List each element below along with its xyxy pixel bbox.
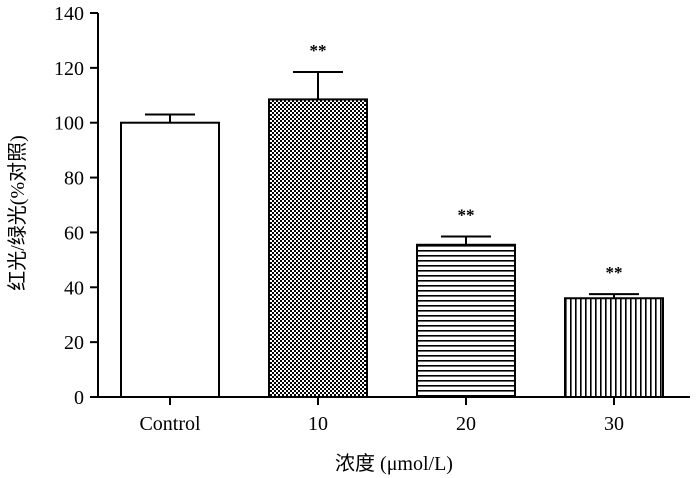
x-tick-label: Control <box>139 413 201 435</box>
x-axis-ticks: Control 10 20 30 <box>139 397 624 435</box>
significance-label: ** <box>310 41 327 60</box>
significance-label: ** <box>606 263 623 282</box>
bar-10 <box>268 98 368 399</box>
y-tick-label: 80 <box>64 168 84 190</box>
y-tick-label: 0 <box>74 387 84 409</box>
bar-30 <box>564 297 664 398</box>
y-tick-label: 140 <box>54 3 84 25</box>
y-axis-ticks: 0 20 40 60 80 100 120 140 <box>54 3 98 409</box>
y-tick-label: 40 <box>64 277 84 299</box>
bar-control <box>120 121 220 398</box>
y-tick-label: 20 <box>64 332 84 354</box>
bars: ** ** ** <box>120 41 664 399</box>
significance-label: ** <box>458 206 475 225</box>
y-tick-label: 120 <box>54 58 84 80</box>
x-tick-label: 30 <box>604 413 624 435</box>
y-axis-label: 红光/绿光(%对照) <box>6 135 29 291</box>
y-tick-label: 60 <box>64 222 84 244</box>
y-tick-label: 100 <box>54 113 84 135</box>
bar-20 <box>416 243 516 398</box>
x-tick-label: 10 <box>308 413 328 435</box>
x-axis-label: 浓度 (μmol/L) <box>335 452 453 475</box>
x-tick-label: 20 <box>456 413 476 435</box>
